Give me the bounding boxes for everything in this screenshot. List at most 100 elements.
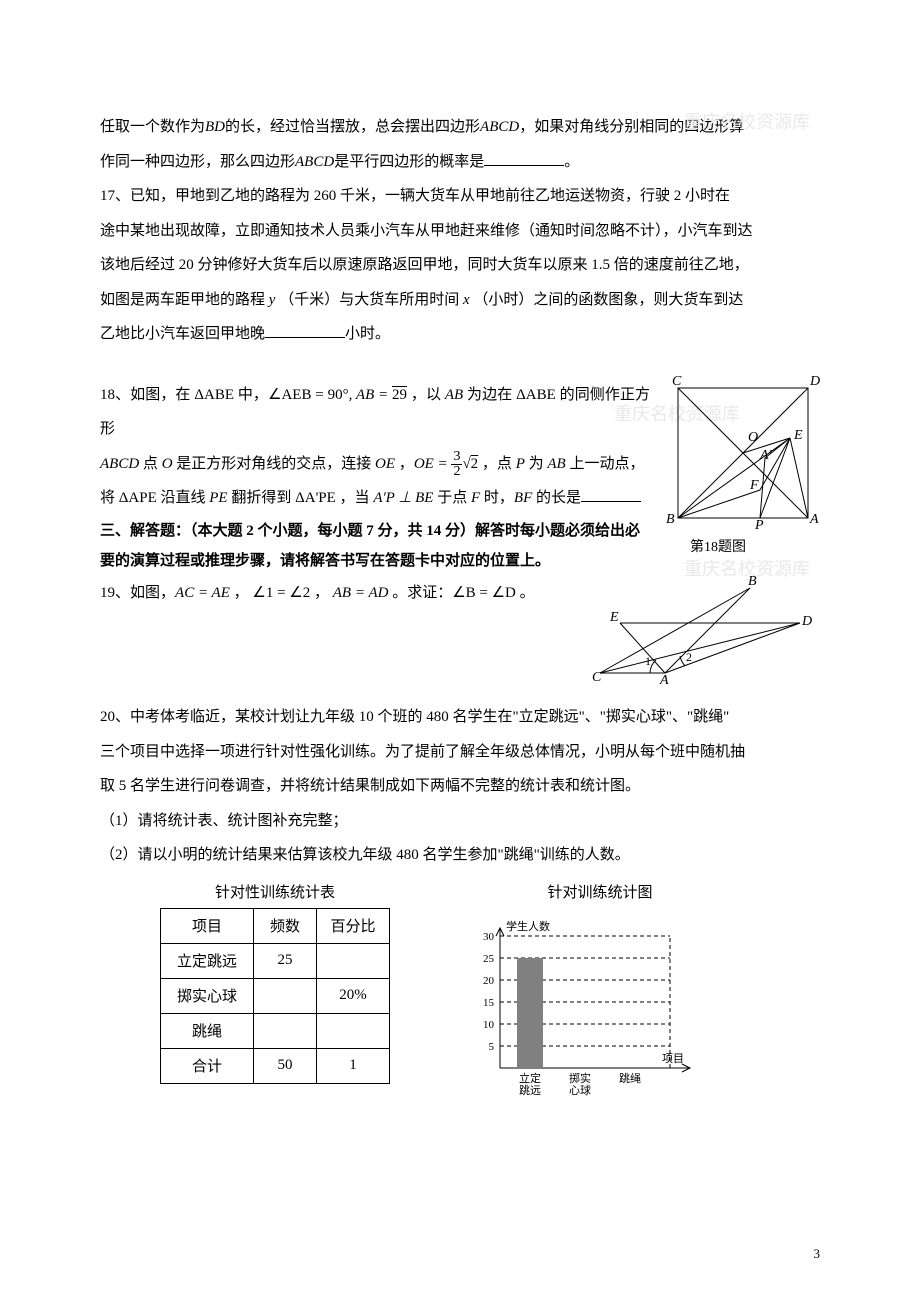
table-cell [317, 943, 390, 978]
text: 取 5 名学生进行问卷调查，并将统计结果制成如下两幅不完整的统计表和统计图。 [100, 778, 640, 794]
table-header: 频数 [254, 908, 317, 943]
text: ，点 [482, 456, 512, 472]
text: 如图是两车距甲地的路程 [100, 292, 265, 308]
text: 是正方形对角线的交点，连接 [176, 456, 371, 472]
text: ， [314, 585, 329, 601]
svg-text:学生人数: 学生人数 [506, 919, 550, 933]
math: ΔAPE [119, 490, 157, 506]
math: ∠1 = ∠2 [252, 585, 310, 601]
var-o: O [162, 456, 173, 472]
label-d: D [802, 614, 812, 630]
label-d: D [810, 374, 820, 390]
math: ΔABE [516, 387, 556, 403]
math: AC = AE [175, 585, 230, 601]
stats-chart: 学生人数项目51015202530立定跳远掷实心球跳绳 [460, 908, 720, 1098]
text: 。 [520, 585, 535, 601]
svg-text:立定: 立定 [519, 1071, 541, 1085]
table-row: 掷实心球20% [161, 978, 390, 1013]
text: 任取一个数作为 [100, 119, 205, 135]
table-cell: 合计 [161, 1048, 254, 1083]
svg-text:跳绳: 跳绳 [619, 1071, 641, 1085]
page: 重庆名校资源库 重庆名校资源库 重庆名校资源库 任取一个数作为BD的长，经过恰当… [0, 0, 920, 1302]
text: ，如果对角线分别相同的四边形算 [519, 119, 744, 135]
math-sqrt: √2 [462, 456, 478, 472]
table-header: 项目 [161, 908, 254, 943]
math: ∠B = ∠D [452, 585, 516, 601]
text: 乙地比小汽车返回甲地晚 [100, 326, 265, 342]
text: 于点 [437, 490, 467, 506]
math: A'P ⊥ BE [373, 490, 433, 506]
svg-text:心球: 心球 [569, 1083, 591, 1097]
figure-19: B E D C A 1 2 [590, 578, 810, 688]
var-x: x [463, 292, 470, 308]
text: 如图， [130, 585, 175, 601]
q20-sub2: （2）请以小明的统计结果来估算该校九年级 480 名学生参加"跳绳"训练的人数。 [100, 838, 820, 873]
table-cell: 1 [317, 1048, 390, 1083]
table-cell: 跳绳 [161, 1013, 254, 1048]
text: 中， [238, 387, 268, 403]
text: 翻折得到 [231, 490, 291, 506]
var-abcd: ABCD [295, 154, 334, 170]
stats-chart-title: 针对训练统计图 [460, 881, 740, 902]
label-f: F [750, 478, 759, 494]
blank [484, 150, 564, 166]
blank [265, 322, 345, 338]
text: 作同一种四边形，那么四边形 [100, 154, 295, 170]
text: 的长是 [536, 490, 581, 506]
text: 是平行四边形的概率是 [334, 154, 484, 170]
text: 。 [564, 154, 579, 170]
svg-text:30: 30 [483, 931, 495, 943]
table-cell: 20% [317, 978, 390, 1013]
svg-text:25: 25 [483, 953, 495, 965]
text: 途中某地出现故障，立即通知技术人员乘小汽车从甲地赶来维修（通知时间忽略不计），小… [100, 223, 753, 239]
stats-chart-wrap: 针对训练统计图 学生人数项目51015202530立定跳远掷实心球跳绳 [460, 881, 740, 1103]
var-y: y [269, 292, 276, 308]
var-pe: PE [209, 490, 227, 506]
stats-table: 项目频数百分比立定跳远25掷实心球20%跳绳合计501 [160, 908, 390, 1084]
stats-table-wrap: 针对性训练统计表 项目频数百分比立定跳远25掷实心球20%跳绳合计501 [160, 881, 390, 1084]
label-c: C [592, 670, 601, 686]
text: 三、解答题：（本大题 2 个小题，每小题 7 分，共 14 分）解答时每小题必须… [100, 523, 640, 539]
var-oe: OE [375, 456, 395, 472]
stats-table-title: 针对性训练统计表 [160, 881, 390, 902]
q20-para: 20、中考体考临近，某校计划让九年级 10 个班的 480 名学生在"立定跳远"… [100, 700, 820, 804]
label-2: 2 [686, 650, 692, 665]
text: 小时。 [345, 326, 390, 342]
qnum: 19、 [100, 585, 130, 601]
blank [581, 486, 641, 502]
text: 为边在 [467, 387, 512, 403]
var-f: F [471, 490, 480, 506]
table-cell [317, 1013, 390, 1048]
qnum: 20、 [100, 709, 130, 725]
label-e: E [794, 428, 803, 444]
text: 为 [529, 456, 544, 472]
math: AB = AD [333, 585, 389, 601]
text: ，当 [340, 490, 370, 506]
var-p: P [516, 456, 525, 472]
svg-text:20: 20 [483, 975, 495, 987]
page-number: 3 [814, 1246, 821, 1262]
label-a: A [810, 512, 819, 528]
figure-18: C D O E A' F B P A 第18题图 [660, 378, 830, 558]
text: 要的演算过程或推理步骤，请将解答书写在答题卡中对应的位置上。 [100, 553, 550, 569]
var-abcd: ABCD [100, 456, 139, 472]
label-1: 1 [645, 654, 651, 669]
text: 如图，在 [130, 387, 190, 403]
svg-text:掷实: 掷实 [569, 1071, 591, 1085]
label-b: B [748, 574, 757, 590]
var-ab: AB [445, 387, 463, 403]
q16-para: 任取一个数作为BD的长，经过恰当摆放，总会摆出四边形ABCD，如果对角线分别相同… [100, 110, 820, 179]
text: 的长，经过恰当摆放，总会摆出四边形 [225, 119, 480, 135]
label-e: E [610, 610, 619, 626]
math-sqrt: 29 [392, 387, 407, 403]
svg-text:10: 10 [483, 1019, 495, 1031]
table-row: 合计501 [161, 1048, 390, 1083]
table-row: 立定跳远25 [161, 943, 390, 978]
table-cell: 50 [254, 1048, 317, 1083]
figure-18-caption: 第18题图 [690, 536, 746, 556]
var-bd: BD [205, 119, 225, 135]
table-row: 跳绳 [161, 1013, 390, 1048]
text: 该地后经过 20 分钟修好大货车后以原速原路返回甲地，同时大货车以原来 1.5 … [100, 257, 749, 273]
var-abcd: ABCD [480, 119, 519, 135]
var-bf: BF [514, 490, 532, 506]
